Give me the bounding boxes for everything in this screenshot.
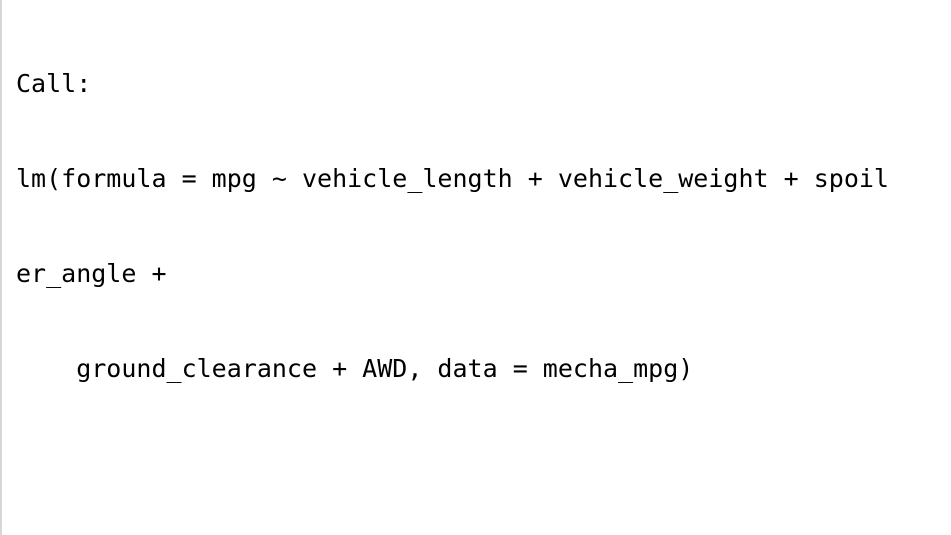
call-formula-line-2: er_angle + bbox=[16, 258, 167, 288]
call-formula-line-3: ground_clearance + AWD, data = mecha_mpg… bbox=[16, 353, 694, 383]
call-heading: Call: bbox=[16, 69, 92, 99]
call-formula-line-1: lm(formula = mpg ~ vehicle_length + vehi… bbox=[16, 163, 889, 193]
blank-line bbox=[16, 447, 889, 479]
regression-summary-output: Call: lm(formula = mpg ~ vehicle_length … bbox=[16, 5, 889, 535]
